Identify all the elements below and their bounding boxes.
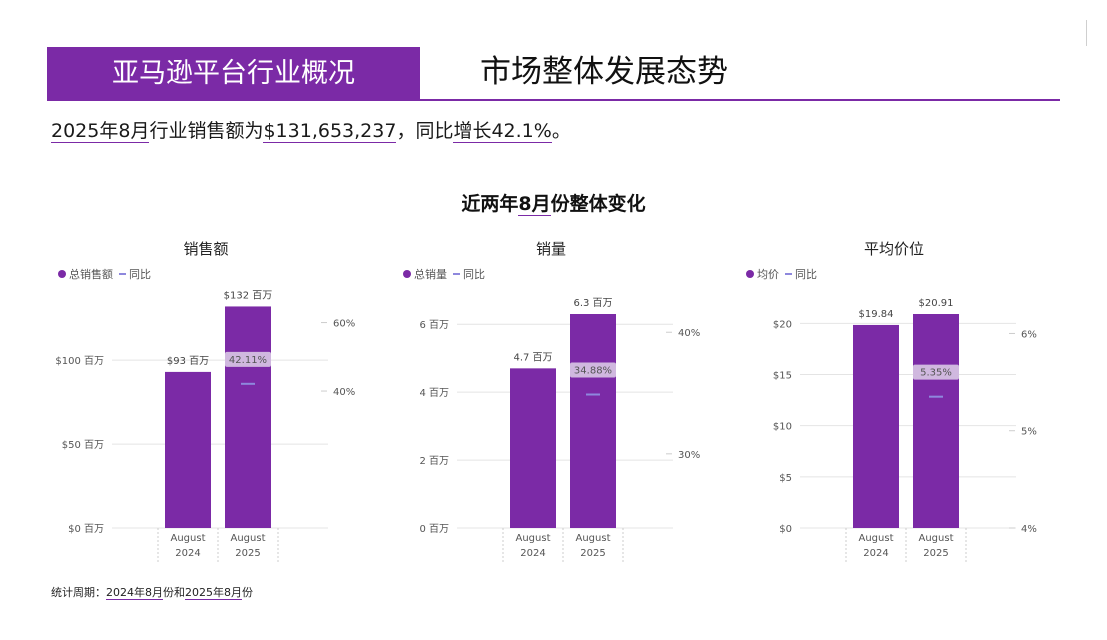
bar-data-label: 6.3 百万 xyxy=(573,297,612,309)
bar-data-label: $132 百万 xyxy=(224,289,273,301)
summary-sentence: 2025年8月行业销售额为$131,653,237，同比增长42.1%。 xyxy=(51,118,571,144)
legend-line-label: 同比 xyxy=(129,268,151,281)
footnote-label: 统计周期： xyxy=(51,586,106,599)
section-title: 近两年8月份整体变化 xyxy=(0,189,1107,216)
section-title-2: 份整体变化 xyxy=(550,193,646,215)
y-tick-label: $5 xyxy=(779,473,792,484)
bar xyxy=(225,306,271,528)
page-subtitle: 市场整体发展态势 xyxy=(480,54,728,90)
section-title-1: 近两年 xyxy=(461,193,519,215)
bar xyxy=(510,368,556,528)
y-tick-label: 0 百万 xyxy=(419,523,449,535)
y2-tick-label: 5% xyxy=(1021,427,1037,438)
legend-bar-label: 总销售额 xyxy=(69,267,113,281)
y-tick-label: $50 百万 xyxy=(62,439,104,451)
y-tick-label: $20 xyxy=(773,319,792,330)
legend-bar-marker xyxy=(403,270,411,278)
legend-line-label: 同比 xyxy=(463,268,485,281)
y2-tick-label: 6% xyxy=(1021,329,1037,340)
legend-bar-marker xyxy=(746,270,754,278)
bar-data-label: $20.91 xyxy=(919,298,954,309)
x-tick-label: 2025 xyxy=(923,548,948,559)
y2-tick-label: 30% xyxy=(678,450,700,461)
footnote-suffix: 份 xyxy=(242,586,253,599)
y2-tick-label: 40% xyxy=(333,387,355,398)
page-title-box: 亚马逊平台行业概况 xyxy=(47,47,420,100)
y2-tick-label: 40% xyxy=(678,328,700,339)
bar xyxy=(165,371,211,528)
summary-period: 2025年8月 xyxy=(51,120,150,143)
footnote-period-2025: 2025年8月 xyxy=(185,586,242,600)
y-tick-label: 4 百万 xyxy=(419,387,449,399)
y2-tick-label: 4% xyxy=(1021,524,1037,535)
bar xyxy=(913,314,959,528)
summary-text-1: 行业销售额为 xyxy=(149,120,264,142)
chart-panel-price: 平均价位均价 同比 $0 $5 $10 $15 $20 4% 5% 6% $19.84 $20.91 A… xyxy=(736,230,1066,575)
legend-bar-label: 总销量 xyxy=(414,267,447,281)
section-title-month: 8月 xyxy=(518,193,551,216)
y2-tick-label: 60% xyxy=(333,319,355,330)
footnote-text: 份和 xyxy=(163,586,185,599)
summary-sales-value: $131,653,237 xyxy=(263,120,397,143)
y-tick-label: $100 百万 xyxy=(55,355,104,367)
title-underline xyxy=(47,99,1060,101)
chart-title: 平均价位 xyxy=(864,240,924,258)
summary-text-2: ，同比 xyxy=(396,120,454,142)
x-tick-label: August xyxy=(859,533,894,544)
y-tick-label: $15 xyxy=(773,370,792,381)
yoy-label-bg xyxy=(225,351,271,367)
x-tick-label: 2024 xyxy=(175,548,200,559)
legend-line-label: 同比 xyxy=(795,268,817,281)
chart-panel-volume: 销量总销量 同比 0 百万 2 百万 4 百万 6 百万 30% 40% 4.7 百万 6.3 百… xyxy=(393,230,723,575)
y-tick-label: $10 xyxy=(773,422,792,433)
bar-data-label: 4.7 百万 xyxy=(513,351,552,363)
bar-data-label: $19.84 xyxy=(859,309,894,320)
summary-growth: 增长42.1% xyxy=(453,120,552,143)
summary-text-3: 。 xyxy=(551,120,571,142)
x-tick-label: August xyxy=(576,533,611,544)
corner-divider xyxy=(1086,20,1087,46)
x-tick-label: 2024 xyxy=(863,548,888,559)
bar-data-label: $93 百万 xyxy=(167,355,209,367)
x-tick-label: August xyxy=(919,533,954,544)
bar xyxy=(853,324,899,528)
x-tick-label: August xyxy=(231,533,266,544)
yoy-data-label: 42.11% xyxy=(229,355,267,366)
x-tick-label: August xyxy=(516,533,551,544)
x-tick-label: August xyxy=(171,533,206,544)
bar xyxy=(570,314,616,528)
yoy-data-label: 5.35% xyxy=(920,368,952,379)
y-tick-label: 6 百万 xyxy=(419,319,449,331)
page-title: 亚马逊平台行业概况 xyxy=(112,58,355,89)
y-tick-label: $0 百万 xyxy=(68,523,104,535)
chart-title: 销售额 xyxy=(183,240,228,258)
x-tick-label: 2024 xyxy=(520,548,545,559)
x-tick-label: 2025 xyxy=(580,548,605,559)
yoy-data-label: 34.88% xyxy=(574,365,612,376)
footnote-period-2024: 2024年8月 xyxy=(106,586,163,600)
chart-panel-sales: 销售额总销售额 同比 $0 百万 $50 百万 $100 百万 40% 60% $93 百万 $… xyxy=(48,230,378,575)
chart-title: 销量 xyxy=(536,240,566,258)
legend-bar-marker xyxy=(58,270,66,278)
y-tick-label: 2 百万 xyxy=(419,455,449,467)
y-tick-label: $0 xyxy=(779,524,792,535)
yoy-label-bg xyxy=(913,364,959,380)
x-tick-label: 2025 xyxy=(235,548,260,559)
yoy-label-bg xyxy=(570,362,616,378)
legend-bar-label: 均价 xyxy=(757,268,779,281)
footnote: 统计周期：2024年8月份和2025年8月份 xyxy=(51,584,253,600)
